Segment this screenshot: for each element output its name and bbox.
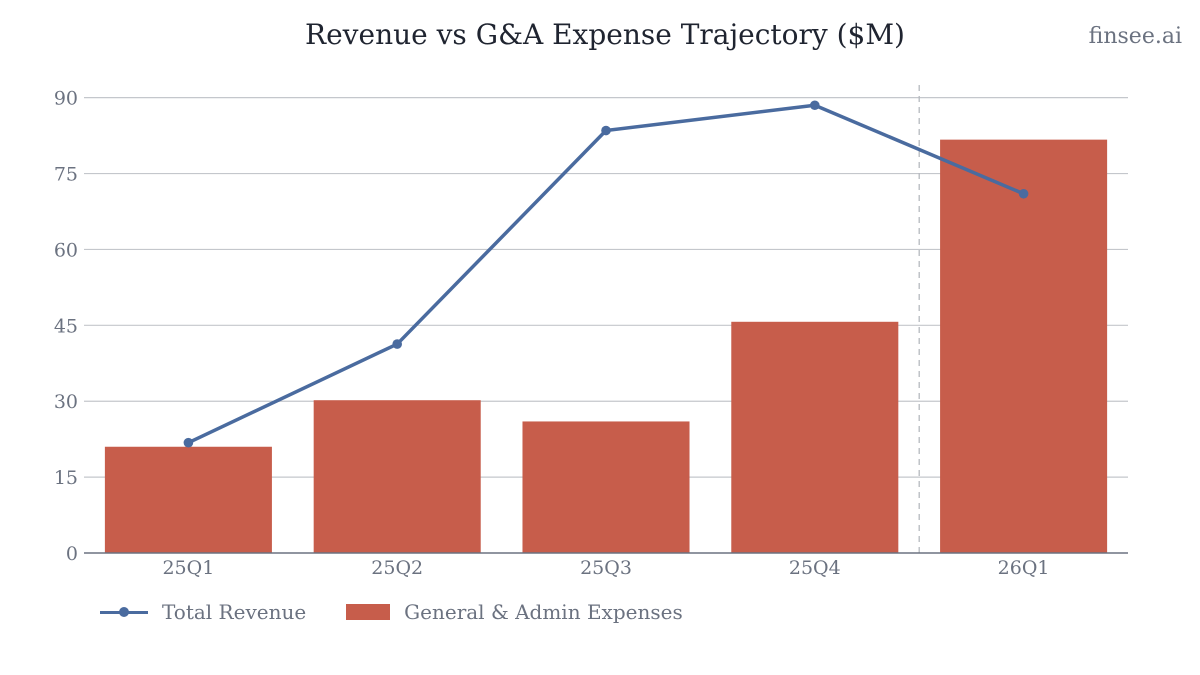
revenue-point-25Q2 [392, 339, 403, 349]
y-tick-label: 60 [54, 239, 78, 261]
legend-label-revenue: Total Revenue [162, 600, 307, 624]
brand-logo: finsee.ai [1088, 24, 1182, 49]
revenue-point-25Q1 [183, 437, 194, 448]
x-tick-label: 25Q3 [580, 557, 632, 579]
x-axis-ticks: 25Q1 25Q2 25Q3 25Q4 26Q1 [162, 557, 1049, 579]
bar-25Q3 [522, 421, 690, 553]
y-tick-label: 75 [54, 164, 78, 186]
x-tick-label: 25Q4 [789, 557, 841, 579]
chart-title: Revenue vs G&A Expense Trajectory ($M) [305, 18, 905, 51]
bar-25Q4 [731, 321, 899, 553]
legend: Total Revenue General & Admin Expenses [100, 600, 683, 624]
bar-series [104, 139, 1108, 554]
bar-25Q1 [104, 446, 272, 553]
y-axis-ticks: 0 15 30 45 60 75 90 [54, 88, 78, 565]
line-series [183, 100, 1029, 448]
y-tick-label: 45 [54, 315, 78, 337]
revenue-point-26Q1 [1018, 188, 1029, 199]
x-tick-label: 25Q1 [162, 557, 214, 579]
revenue-point-25Q3 [601, 125, 611, 136]
x-tick-label: 25Q2 [371, 557, 423, 579]
x-tick-label: 26Q1 [998, 557, 1050, 579]
bar-26Q1 [940, 139, 1108, 554]
y-tick-label: 0 [66, 543, 78, 565]
revenue-point-25Q4 [810, 100, 820, 111]
legend-bar-swatch [346, 604, 391, 620]
legend-line-swatch [100, 602, 148, 622]
y-tick-label: 30 [54, 391, 78, 413]
y-tick-label: 90 [54, 88, 78, 110]
legend-item-revenue: Total Revenue [100, 600, 306, 624]
legend-label-ga-expenses: General & Admin Expenses [404, 600, 683, 624]
bar-25Q2 [313, 400, 481, 553]
y-tick-label: 15 [54, 467, 78, 489]
legend-item-ga-expenses: General & Admin Expenses [346, 600, 683, 624]
